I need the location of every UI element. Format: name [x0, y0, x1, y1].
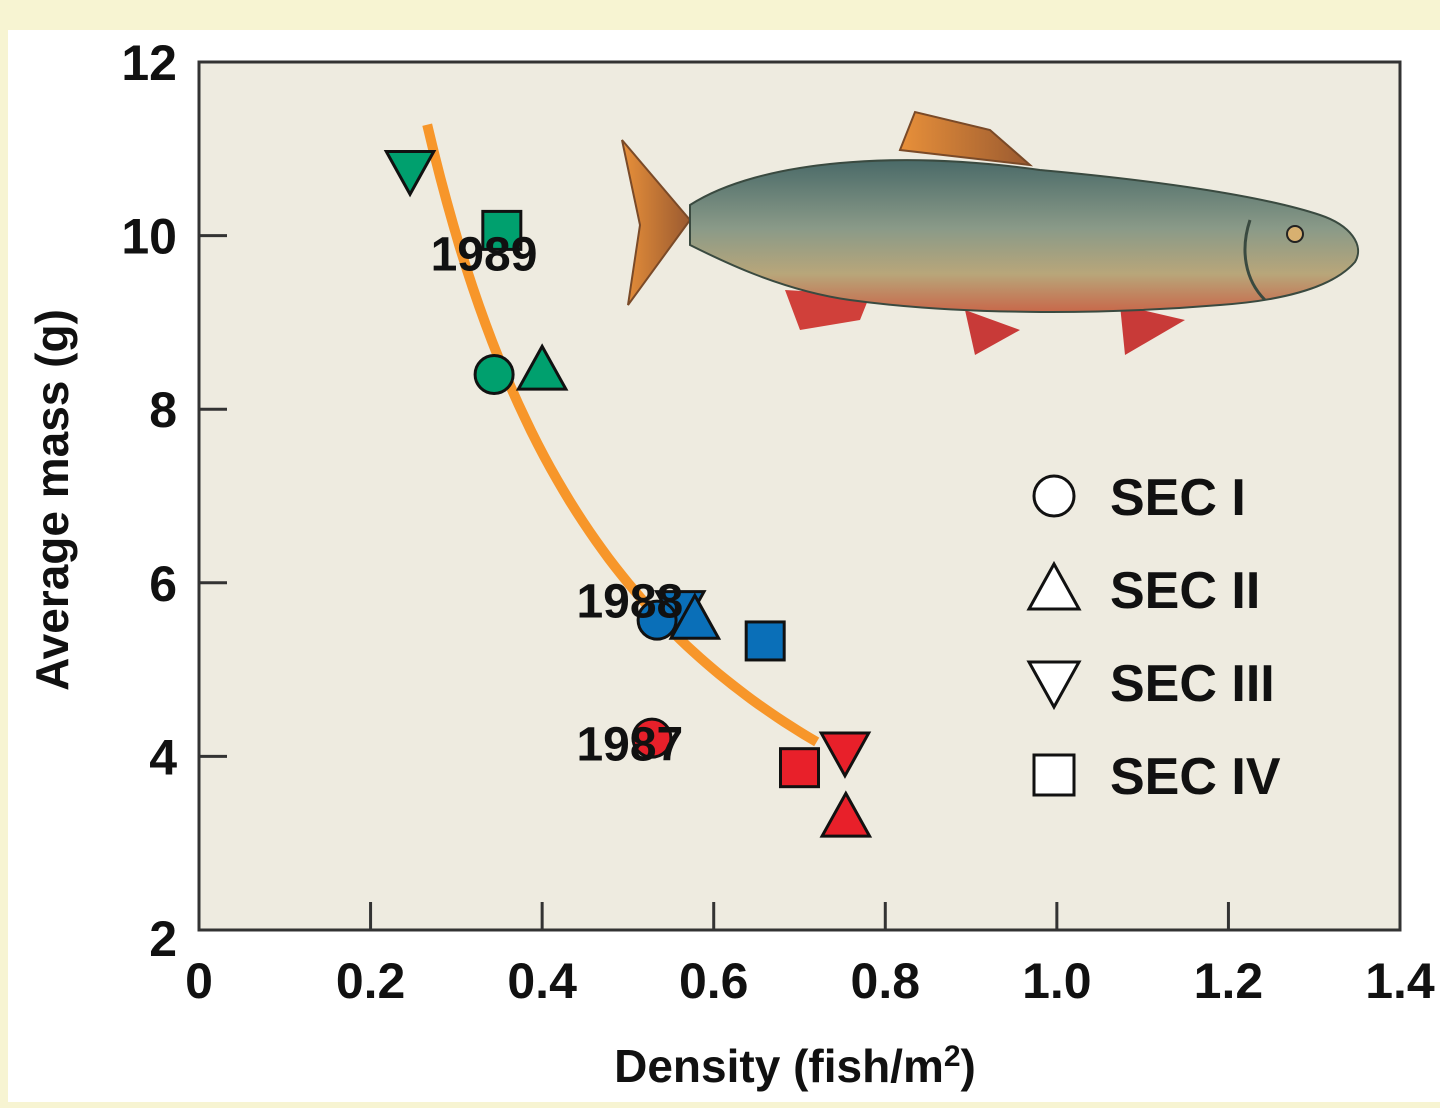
data-point-1987-sec-i: [631, 717, 673, 759]
year-label-1988: 1988: [576, 576, 683, 629]
x-tick-label: 1.4: [1365, 953, 1435, 1009]
legend-label: SEC I: [1110, 469, 1246, 527]
year-label-1989: 1989: [431, 228, 538, 281]
data-point-1988-sec-i: [636, 599, 678, 641]
y-tick-label: 8: [149, 382, 177, 438]
brook-trout-illustration: [621, 110, 1360, 355]
y-tick-label: 12: [121, 35, 177, 91]
data-point-1987-sec-ii: [819, 790, 873, 838]
legend-marker-triangle-down: [1026, 660, 1082, 711]
x-tick-label: 0.6: [679, 953, 749, 1009]
legend-label: SEC III: [1110, 655, 1275, 713]
data-point-1989-sec-i: [473, 353, 515, 395]
legend-marker-triangle-up: [1026, 560, 1082, 611]
x-tick-label: 0.4: [507, 953, 577, 1009]
year-label-1987: 1987: [576, 719, 683, 772]
legend-label: SEC IV: [1110, 748, 1281, 806]
data-point-1988-sec-ii: [668, 592, 722, 640]
legend-marker-square: [1032, 753, 1076, 797]
y-axis-label: Average mass (g): [26, 309, 78, 691]
data-point-1987-sec-iv: [779, 747, 820, 789]
data-point-1989-sec-iii: [383, 150, 437, 198]
y-tick-label: 10: [121, 209, 177, 265]
y-tick-label: 4: [149, 729, 177, 785]
x-tick-label: 0: [185, 953, 213, 1009]
data-point-1987-sec-iii: [818, 731, 872, 779]
x-tick-label: 0.8: [851, 953, 921, 1009]
x-axis-label: Density (fish/m2): [614, 1040, 976, 1092]
fit-curve: [422, 123, 820, 747]
x-tick-label: 1.0: [1022, 953, 1092, 1009]
x-tick-label: 1.2: [1194, 953, 1264, 1009]
data-point-1988-sec-iv: [744, 620, 786, 662]
legend-marker-circle: [1032, 474, 1076, 518]
y-tick-label: 6: [149, 556, 177, 612]
data-point-1989-sec-iv: [481, 209, 523, 251]
x-tick-label: 0.2: [336, 953, 406, 1009]
y-tick-label: 2: [149, 911, 177, 967]
data-point-1989-sec-ii: [515, 343, 569, 391]
legend-label: SEC II: [1110, 562, 1260, 620]
